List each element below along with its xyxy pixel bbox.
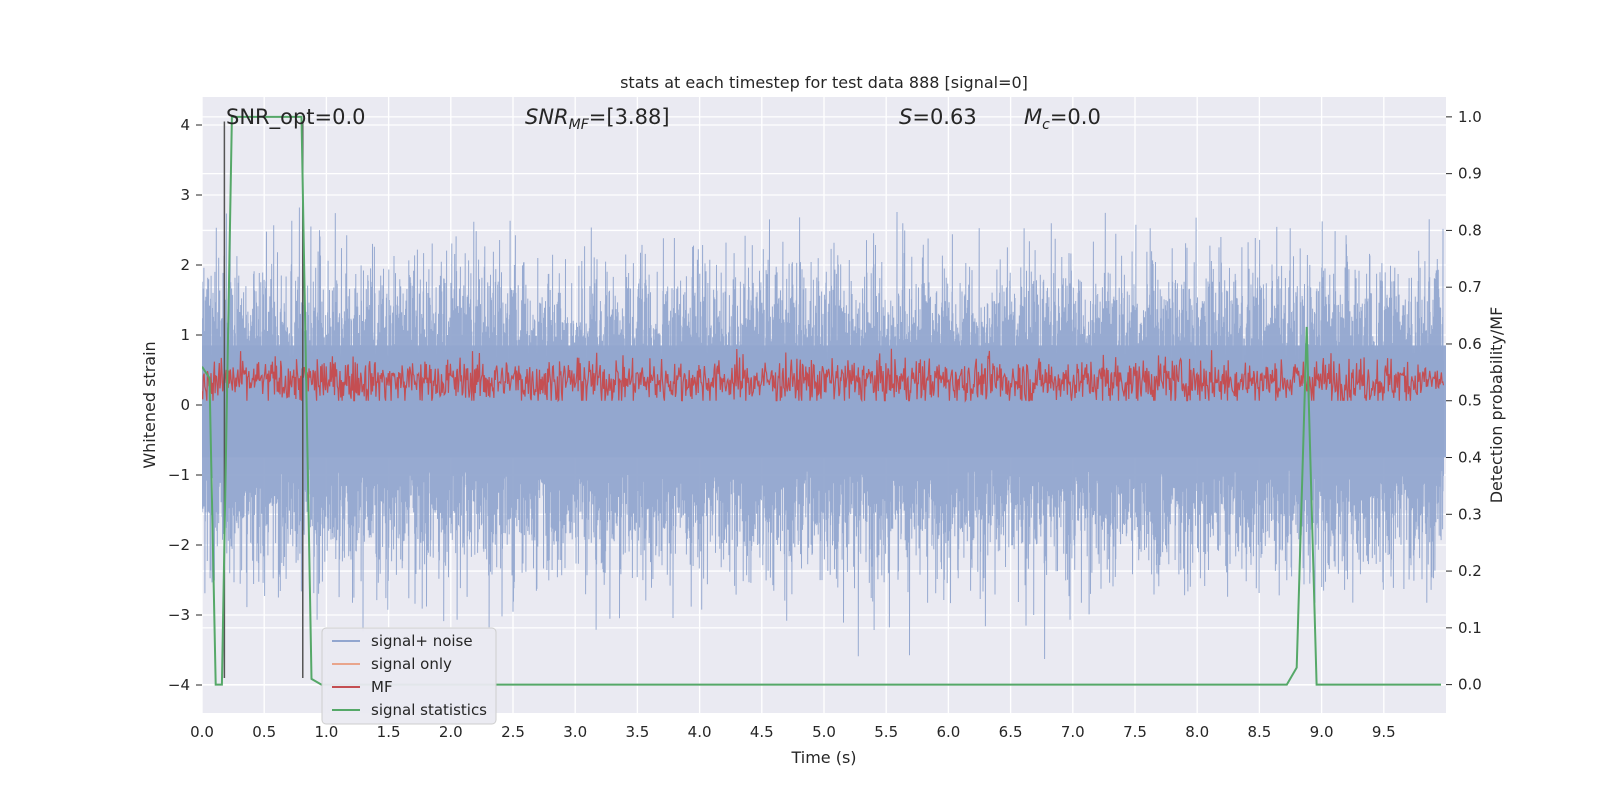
annotation-snr-opt: SNR_opt=0.0	[226, 105, 366, 130]
x-tick-label: 1.5	[377, 723, 401, 741]
series-mf	[202, 348, 1445, 403]
y-tick-label-left: 1	[180, 326, 190, 344]
annotation-mc: Mc=0.0	[1024, 105, 1101, 133]
x-axis-label: Time (s)	[790, 748, 856, 767]
x-tick-label: 7.5	[1123, 723, 1147, 741]
y-tick-label-left: −1	[168, 466, 190, 484]
y-tick-label-left: 2	[180, 256, 190, 274]
legend-box	[321, 627, 497, 725]
ticks: 0.0 0.5 1.0 1.5 2.0 2.5 3.0 3.5 4.0 4.5 5.0 5.5 6.0 6…	[168, 108, 1482, 741]
legend-label-signal-statistics: signal statistics	[371, 701, 487, 719]
y-tick-label-left: 0	[180, 396, 190, 414]
y-tick-label-right: 0.0	[1458, 676, 1482, 694]
legend-label-signal-only: signal only	[371, 655, 452, 673]
series-signal-noise-core	[202, 345, 1446, 458]
annotation-snr-mf: SNRMF=[3.88]	[525, 105, 670, 133]
y-axis-label-left: Whitened strain	[140, 341, 159, 468]
y-tick-label-right: 1.0	[1458, 108, 1482, 126]
x-tick-label: 8.5	[1247, 723, 1271, 741]
chart-title: stats at each timestep for test data 888…	[620, 73, 1028, 92]
x-tick-label: 5.0	[812, 723, 836, 741]
x-tick-label: 3.0	[563, 723, 587, 741]
x-tick-label: 0.5	[252, 723, 276, 741]
y-tick-label-right: 0.6	[1458, 335, 1482, 353]
x-tick-label: 4.5	[750, 723, 774, 741]
y-tick-label-right: 0.8	[1458, 221, 1482, 239]
y-tick-label-right: 0.3	[1458, 505, 1482, 523]
y-tick-label-left: −3	[168, 606, 190, 624]
legend-label-signal-noise: signal+ noise	[371, 632, 473, 650]
x-tick-label: 7.0	[1061, 723, 1085, 741]
y-tick-label-right: 0.4	[1458, 449, 1482, 467]
x-tick-label: 6.0	[936, 723, 960, 741]
y-tick-label-right: 0.5	[1458, 392, 1482, 410]
x-tick-label: 4.0	[688, 723, 712, 741]
y-tick-label-right: 0.7	[1458, 278, 1482, 296]
annotation-s: S=0.63	[899, 105, 977, 129]
legend: signal+ noise signal only MF signal stat…	[321, 627, 497, 725]
x-tick-label: 6.5	[999, 723, 1023, 741]
x-tick-label: 9.0	[1310, 723, 1334, 741]
x-tick-label: 9.5	[1372, 723, 1396, 741]
x-tick-label: 5.5	[874, 723, 898, 741]
y-tick-label-right: 0.2	[1458, 562, 1482, 580]
y-axis-label-right: Detection probability/MF	[1487, 307, 1506, 504]
x-tick-label: 8.0	[1185, 723, 1209, 741]
legend-label-mf: MF	[371, 678, 393, 696]
x-tick-label: 2.5	[501, 723, 525, 741]
y-tick-label-left: 3	[180, 186, 190, 204]
y-tick-label-right: 0.9	[1458, 165, 1482, 183]
y-tick-label-right: 0.1	[1458, 619, 1482, 637]
x-tick-label: 0.0	[190, 723, 214, 741]
y-tick-label-left: −4	[168, 676, 190, 694]
x-tick-label: 1.0	[314, 723, 338, 741]
y-tick-label-left: −2	[168, 536, 190, 554]
x-tick-label: 2.0	[439, 723, 463, 741]
y-tick-label-left: 4	[180, 116, 190, 134]
x-tick-label: 3.5	[625, 723, 649, 741]
